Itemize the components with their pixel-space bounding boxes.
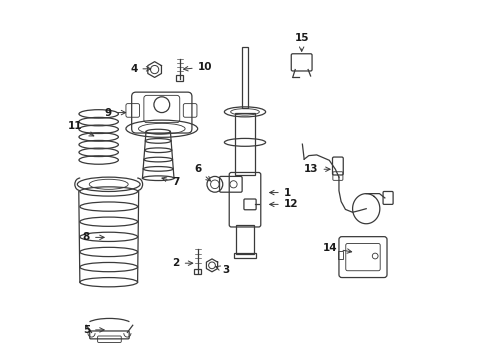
Text: 3: 3 <box>216 265 230 275</box>
Text: 12: 12 <box>270 199 298 210</box>
Bar <box>194 269 201 274</box>
Text: 15: 15 <box>294 33 309 51</box>
Bar <box>234 253 256 258</box>
Text: 6: 6 <box>194 164 211 181</box>
Bar <box>235 113 255 175</box>
Text: 4: 4 <box>130 64 151 74</box>
Text: 7: 7 <box>162 177 180 187</box>
Text: 9: 9 <box>104 108 125 118</box>
Text: 11: 11 <box>67 121 94 136</box>
Text: 5: 5 <box>83 325 104 335</box>
Bar <box>242 47 248 108</box>
Bar <box>176 75 183 81</box>
Text: 1: 1 <box>270 188 291 198</box>
Text: 14: 14 <box>323 243 352 253</box>
Text: 10: 10 <box>184 62 212 72</box>
Bar <box>338 251 343 259</box>
Bar <box>236 225 254 253</box>
Text: 8: 8 <box>83 232 104 242</box>
Text: 13: 13 <box>304 164 330 174</box>
Text: 2: 2 <box>172 258 193 268</box>
